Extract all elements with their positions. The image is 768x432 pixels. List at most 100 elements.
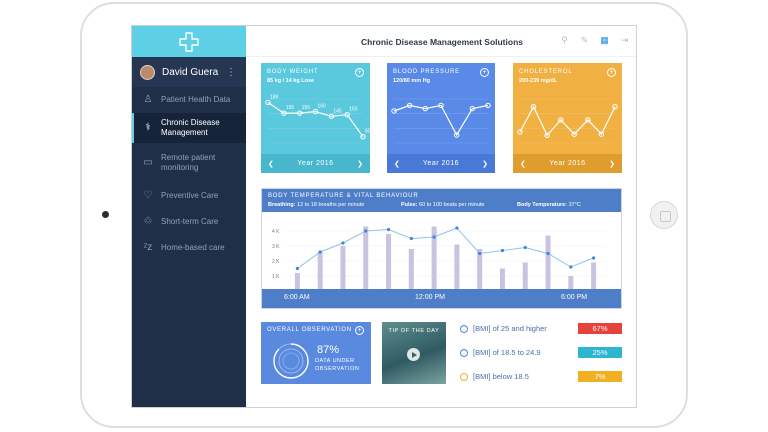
chevron-right-icon[interactable]: ❯	[357, 160, 363, 168]
data-point	[453, 132, 460, 138]
data-point	[571, 131, 577, 137]
chevron-right-icon[interactable]: ❯	[609, 160, 615, 168]
avatar[interactable]	[140, 64, 155, 80]
pulse-label: Pulse:	[401, 202, 418, 208]
data-point	[438, 102, 444, 109]
overall-observation-card[interactable]: OVERALL OBSERVATION + 87% DATA UNDER OBS…	[261, 322, 371, 384]
cholesterol-chart	[517, 98, 618, 144]
sidebar-item-chronic-disease-management[interactable]: ⚕ Chronic Disease Management	[132, 113, 246, 143]
breathing-info: Breathing: 12 to 18 breaths per minute	[268, 202, 364, 208]
sidebar-item-preventive-care[interactable]: ♡ Preventive Care	[132, 183, 246, 209]
observation-ring-chart	[273, 343, 309, 379]
sidebar-item-short-term-care[interactable]: ♲ Short-term Care	[132, 209, 246, 235]
add-icon[interactable]: +	[607, 68, 616, 77]
bar	[294, 273, 300, 291]
observation-label-line1: DATA UNDER	[315, 358, 355, 364]
bmi-label: [BMI] of 18.5 to 24.9	[473, 348, 541, 357]
trend-point	[523, 245, 527, 250]
user-profile[interactable]: David Guera ⋮	[132, 57, 246, 87]
blood-pressure-card[interactable]: BLOOD PRESSURE 120/80 mm Hg + ❮ Year 201…	[387, 63, 495, 173]
top-bar-icons: ⚲ ✎ ▦ ⇥	[559, 35, 630, 46]
add-icon[interactable]: +	[355, 326, 364, 335]
stethoscope-icon: ⚕	[145, 122, 151, 133]
chevron-right-icon[interactable]: ❯	[482, 160, 488, 168]
card-subtitle: 200-239 mg/dL	[519, 78, 558, 84]
bmi-badge: 67%	[578, 323, 622, 334]
radio-icon[interactable]	[460, 348, 468, 357]
bar	[522, 262, 528, 291]
data-point	[344, 112, 350, 118]
chevron-left-icon[interactable]: ❮	[268, 160, 274, 168]
tip-title: TIP OF THE DAY	[388, 328, 440, 334]
trend-point	[341, 241, 345, 245]
bar	[340, 246, 346, 291]
radio-icon[interactable]	[460, 372, 468, 381]
vitals-header: BODY TEMPERATURE & VITAL BEHAVIOUR Breat…	[262, 189, 621, 212]
add-icon[interactable]: +	[480, 68, 489, 77]
page-title: Chronic Disease Management Solutions	[360, 37, 523, 47]
bar	[431, 226, 437, 291]
card-footer: ❮ Year 2016 ❯	[261, 154, 370, 173]
trend-point	[409, 236, 413, 241]
bar	[408, 249, 414, 291]
person-icon: ♙	[143, 94, 153, 105]
bmi-row-low: [BMI] below 18.5 7%	[460, 371, 622, 382]
add-icon[interactable]: +	[355, 68, 364, 77]
data-point	[296, 110, 303, 116]
data-label: 150	[349, 107, 358, 113]
data-point	[485, 102, 491, 109]
bar	[499, 268, 505, 291]
data-point	[422, 105, 429, 112]
bmi-row-high: [BMI] of 25 and higher 67%	[460, 323, 622, 334]
app-screen: David Guera ⋮ ♙ Patient Health Data ⚕ Ch…	[131, 25, 637, 408]
observation-percent: 87%	[317, 344, 340, 356]
tip-of-the-day-card[interactable]: TIP OF THE DAY	[382, 322, 446, 384]
data-point	[328, 113, 335, 119]
data-point	[612, 104, 618, 110]
data-point	[391, 108, 397, 114]
grid-icon[interactable]: ▦	[600, 35, 609, 45]
edit-icon[interactable]: ✎	[580, 35, 589, 45]
card-title: BLOOD PRESSURE	[393, 69, 460, 75]
top-bar: Chronic Disease Management Solutions ⚲ ✎…	[246, 26, 636, 57]
chevron-left-icon[interactable]: ❮	[394, 160, 400, 168]
bmi-badge: 7%	[578, 371, 622, 382]
bmi-row-normal: [BMI] of 18.5 to 24.9 25%	[460, 347, 622, 358]
y-tick-label: 1 K	[272, 274, 280, 280]
trend-point	[592, 256, 596, 260]
data-point	[312, 108, 319, 115]
sidebar-item-home-based-care[interactable]: ᶻz Home-based care	[132, 235, 246, 261]
trend-point	[569, 265, 573, 269]
sidebar-item-remote-patient-monitoring[interactable]: ▭ Remote patient monitoring	[132, 143, 246, 183]
breathing-label: Breathing:	[268, 202, 296, 208]
vitals-time-axis: 6:00 AM 12:00 PM 6:00 PM	[262, 289, 621, 308]
data-point	[469, 105, 476, 112]
observation-label-line2: OBSERVATION	[315, 366, 360, 372]
data-point	[544, 132, 550, 139]
series-line	[393, 104, 489, 137]
data-label: 160	[318, 104, 327, 110]
cholesterol-card[interactable]: CHOLESTEROL 200-239 mg/dL + ❮ Year 2016 …	[513, 63, 622, 173]
search-icon[interactable]: ⚲	[561, 35, 568, 45]
data-label: 155	[302, 105, 311, 111]
bmi-label: [BMI] of 25 and higher	[473, 324, 547, 333]
data-point	[585, 117, 591, 123]
radio-icon[interactable]	[460, 324, 468, 333]
sidebar-item-label: Preventive Care	[161, 191, 219, 200]
trend-point	[500, 248, 505, 253]
play-icon[interactable]	[407, 348, 420, 361]
camera-icon	[102, 211, 109, 218]
bar	[363, 226, 369, 291]
bmi-label: [BMI] below 18.5	[473, 372, 529, 381]
pulse-info: Pulse: 60 to 100 beats per minute	[401, 202, 484, 208]
home-button[interactable]	[650, 201, 678, 229]
data-point	[517, 129, 523, 135]
kebab-icon[interactable]: ⋮	[226, 66, 236, 78]
sidebar-item-patient-health-data[interactable]: ♙ Patient Health Data	[132, 87, 246, 113]
sleep-icon: ᶻz	[143, 242, 153, 253]
pulse-value: 60 to 100 beats per minute	[419, 202, 485, 208]
chevron-left-icon[interactable]: ❮	[520, 160, 526, 168]
sidebar: David Guera ⋮ ♙ Patient Health Data ⚕ Ch…	[132, 26, 246, 407]
body-weight-card[interactable]: 189 155 155 160 145 150 80 BODY WEIGHT 85 kg /…	[261, 63, 370, 173]
logout-icon[interactable]: ⇥	[620, 35, 629, 45]
